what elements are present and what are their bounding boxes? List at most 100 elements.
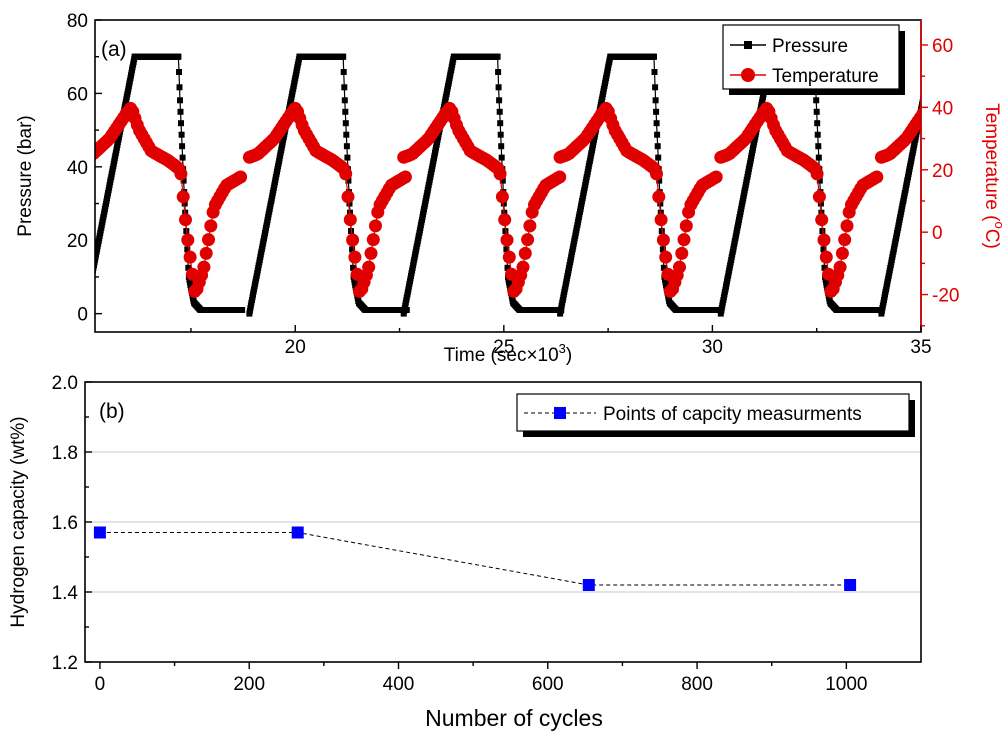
pressure-point xyxy=(814,120,821,127)
panel-b-y-tick-label: 1.2 xyxy=(52,653,78,674)
temperature-point xyxy=(518,246,532,260)
pressure-point xyxy=(813,97,820,104)
legend-temperature-label: Temperature xyxy=(772,66,879,87)
pressure-point xyxy=(178,131,185,138)
temperature-point xyxy=(199,246,213,260)
pressure-point xyxy=(656,177,663,184)
pressure-point xyxy=(346,200,353,207)
panel-b: 1.2 1.4 1.6 1.8 2.0 0 200 400 600 800 1000 (b) Num… xyxy=(8,373,922,731)
temperature-point xyxy=(498,213,512,227)
temperature-point xyxy=(364,246,378,260)
temperature-point xyxy=(369,219,382,233)
panel-a-y2-tick-label: 60 xyxy=(932,36,953,57)
temperature-point xyxy=(202,233,215,247)
pressure-point xyxy=(177,97,183,104)
pressure-point xyxy=(496,97,503,104)
temperature-point xyxy=(833,260,847,274)
pressure-point xyxy=(350,264,357,271)
temperature-point xyxy=(916,107,921,121)
pressure-point xyxy=(342,120,349,127)
pressure-point xyxy=(343,143,350,150)
pressure-point xyxy=(652,97,659,104)
temperature-point xyxy=(500,233,514,247)
temperature-point xyxy=(652,190,666,204)
pressure-point xyxy=(653,120,660,127)
temperature-point xyxy=(654,213,668,227)
panel-b-x-tick-label: 0 xyxy=(95,674,106,695)
panel-b-x-axis-label: Number of cycles xyxy=(425,705,603,731)
pressure-point xyxy=(820,246,827,253)
pressure-point xyxy=(345,177,352,184)
pressure-point xyxy=(494,53,501,60)
pressure-point xyxy=(184,246,191,253)
pressure-point xyxy=(497,120,504,127)
temperature-point xyxy=(870,170,884,184)
pressure-point xyxy=(497,131,504,138)
panel-a-y-axis-label: Pressure (bar) xyxy=(15,115,36,236)
temperature-point xyxy=(840,219,854,233)
temperature-point xyxy=(204,219,218,233)
capacity-line xyxy=(99,532,851,586)
temperature-point xyxy=(810,167,824,181)
pressure-point xyxy=(499,177,506,184)
panel-b-series xyxy=(93,526,857,591)
pressure-point xyxy=(821,264,828,271)
panel-a-y-tick-label: 40 xyxy=(67,158,88,179)
pressure-point xyxy=(340,69,347,75)
pressure-point xyxy=(654,131,661,138)
temperature-point xyxy=(343,213,357,227)
panel-b-x-tick-label: 400 xyxy=(383,674,415,695)
pressure-point xyxy=(659,246,666,253)
panel-a-y-tick-label: 60 xyxy=(67,84,88,105)
pressure-point xyxy=(504,264,511,271)
pressure-point xyxy=(349,246,356,253)
temperature-point xyxy=(516,260,530,274)
pressure-point xyxy=(651,53,657,60)
panel-a-y-tick-label: 20 xyxy=(67,231,88,252)
pressure-point xyxy=(875,307,882,313)
panel-b-x-tick-label: 200 xyxy=(233,674,265,695)
panel-b-x-tick-label: 600 xyxy=(532,674,564,695)
legend-temperature-marker xyxy=(741,68,755,82)
panel-b-y-tick-label: 1.8 xyxy=(52,443,78,464)
pressure-point xyxy=(503,246,510,253)
pressure-point xyxy=(185,264,192,271)
pressure-point xyxy=(500,200,507,207)
temperature-point xyxy=(398,170,412,184)
temperature-point xyxy=(493,167,507,181)
panel-a-label: (a) xyxy=(101,38,127,61)
panel-a-legend: Pressure Temperature xyxy=(722,24,905,95)
capacity-point xyxy=(844,579,857,591)
legend-pressure-marker xyxy=(744,41,752,49)
panel-b-x-tick-label: 1000 xyxy=(825,674,867,695)
pressure-point xyxy=(496,108,503,115)
panel-a: 20 25 30 35 0 20 40 60 80 -20 0 20 40 60 (a) Time (se… xyxy=(15,11,1007,366)
panel-a-x-tick-label: 25 xyxy=(493,337,514,358)
legend-capacity-label: Points of capcity measurments xyxy=(603,404,862,425)
temperature-point xyxy=(341,190,355,204)
pressure-point xyxy=(495,69,502,75)
panel-b-x-tick-label: 800 xyxy=(681,674,713,695)
pressure-point xyxy=(498,143,505,150)
panel-a-x-tick-label: 20 xyxy=(285,337,306,358)
panel-a-y2-tick-label: -20 xyxy=(932,286,959,307)
temperature-point xyxy=(362,260,376,274)
temperature-point xyxy=(174,167,188,181)
pressure-point xyxy=(342,108,349,115)
temperature-point xyxy=(679,219,693,233)
pressure-point xyxy=(177,108,184,115)
temperature-point xyxy=(553,170,567,184)
pressure-point xyxy=(655,154,662,161)
pressure-point xyxy=(654,143,661,150)
series-line-0 xyxy=(95,56,243,311)
pressure-point xyxy=(815,154,822,161)
pressure-point xyxy=(341,97,348,104)
panel-b-grid xyxy=(85,451,921,593)
panel-b-legend: Points of capcity measurments xyxy=(516,393,915,437)
pressure-point xyxy=(344,154,351,161)
panel-a-y2-tick-label: 0 xyxy=(932,223,943,244)
pressure-point xyxy=(922,89,928,95)
pressure-point xyxy=(180,177,187,184)
temperature-point xyxy=(179,213,192,227)
